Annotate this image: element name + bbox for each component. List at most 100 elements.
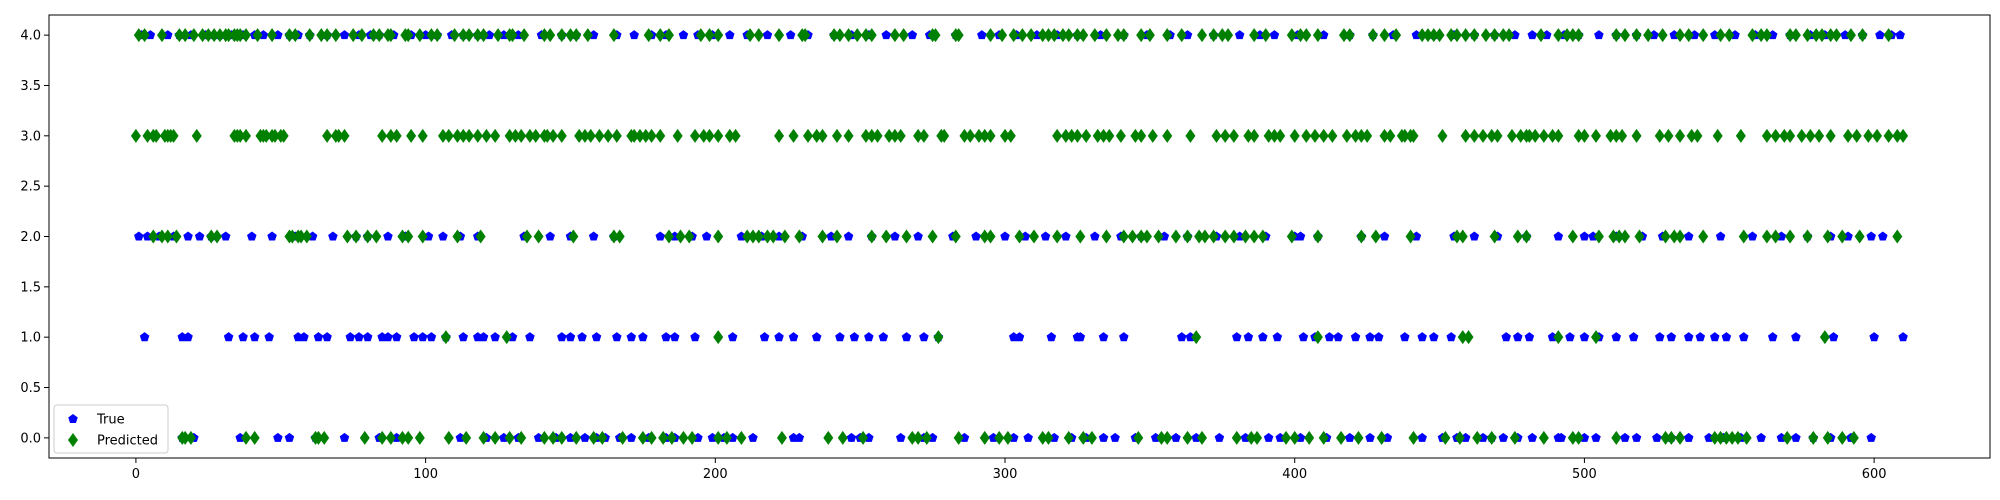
marker-true bbox=[1631, 432, 1642, 442]
marker-true bbox=[1579, 231, 1590, 241]
marker-predicted bbox=[713, 430, 724, 445]
marker-predicted bbox=[927, 229, 938, 244]
marker-true bbox=[1591, 432, 1601, 442]
marker-predicted bbox=[522, 229, 533, 244]
marker-predicted bbox=[174, 28, 185, 43]
marker-predicted bbox=[316, 28, 327, 43]
legend-marker-true bbox=[68, 414, 78, 424]
marker-true bbox=[1295, 231, 1306, 241]
marker-predicted bbox=[252, 28, 263, 43]
marker-predicted bbox=[1208, 229, 1219, 244]
marker-predicted bbox=[1709, 430, 1720, 445]
marker-predicted bbox=[296, 229, 307, 244]
marker-predicted bbox=[889, 28, 900, 43]
marker-predicted bbox=[811, 128, 822, 143]
marker-true bbox=[299, 332, 309, 342]
marker-true bbox=[1501, 332, 1511, 342]
marker-predicted bbox=[1118, 229, 1129, 244]
marker-true bbox=[588, 231, 599, 241]
marker-predicted bbox=[1811, 28, 1822, 43]
marker-true bbox=[580, 432, 590, 442]
marker-predicted bbox=[1147, 128, 1158, 143]
marker-predicted bbox=[1104, 128, 1115, 143]
marker-predicted bbox=[1098, 128, 1109, 143]
marker-predicted bbox=[1538, 128, 1549, 143]
marker-predicted bbox=[1611, 28, 1622, 43]
marker-predicted bbox=[1579, 128, 1590, 143]
marker-predicted bbox=[1779, 128, 1790, 143]
marker-true bbox=[1400, 332, 1410, 342]
marker-predicted bbox=[603, 128, 614, 143]
marker-predicted bbox=[724, 128, 735, 143]
marker-predicted bbox=[1072, 128, 1083, 143]
marker-true bbox=[1272, 332, 1283, 342]
marker-predicted bbox=[284, 28, 295, 43]
legend-marker-predicted bbox=[68, 433, 78, 447]
marker-predicted bbox=[585, 128, 596, 143]
marker-true bbox=[458, 332, 469, 342]
marker-predicted bbox=[1567, 28, 1578, 43]
marker-predicted bbox=[359, 430, 370, 445]
marker-true bbox=[901, 332, 912, 342]
marker-predicted bbox=[1223, 28, 1234, 43]
marker-predicted bbox=[1399, 128, 1410, 143]
marker-predicted bbox=[571, 28, 582, 43]
marker-true bbox=[1683, 432, 1694, 442]
marker-predicted bbox=[1591, 128, 1602, 143]
marker-true bbox=[1110, 432, 1120, 442]
marker-predicted bbox=[1144, 28, 1155, 43]
marker-predicted bbox=[1338, 28, 1349, 43]
marker-predicted bbox=[1872, 128, 1883, 143]
marker-predicted bbox=[397, 430, 408, 445]
marker-true bbox=[354, 332, 364, 342]
marker-predicted bbox=[1066, 128, 1077, 143]
marker-predicted bbox=[565, 28, 576, 43]
marker-predicted bbox=[1318, 128, 1329, 143]
marker-true bbox=[284, 432, 295, 442]
marker-predicted bbox=[1883, 28, 1894, 43]
marker-predicted bbox=[556, 28, 567, 43]
marker-true bbox=[878, 332, 889, 342]
marker-predicted bbox=[501, 330, 512, 345]
marker-predicted bbox=[1837, 229, 1848, 244]
marker-true bbox=[391, 332, 402, 342]
marker-predicted bbox=[918, 128, 929, 143]
marker-true bbox=[1298, 332, 1309, 342]
marker-predicted bbox=[1469, 128, 1480, 143]
marker-predicted bbox=[860, 128, 871, 143]
marker-true bbox=[774, 332, 784, 342]
marker-true bbox=[545, 231, 555, 241]
marker-predicted bbox=[1854, 229, 1865, 244]
marker-predicted bbox=[1257, 229, 1268, 244]
marker-true bbox=[1791, 432, 1801, 442]
marker-predicted bbox=[139, 28, 150, 43]
marker-predicted bbox=[1078, 28, 1089, 43]
marker-predicted bbox=[1593, 229, 1604, 244]
marker-predicted bbox=[542, 128, 553, 143]
marker-predicted bbox=[1081, 128, 1092, 143]
marker-predicted bbox=[695, 28, 706, 43]
marker-predicted bbox=[803, 128, 814, 143]
marker-predicted bbox=[985, 28, 996, 43]
marker-true bbox=[1090, 231, 1100, 241]
marker-predicted bbox=[1162, 430, 1173, 445]
marker-true bbox=[223, 332, 234, 342]
marker-true bbox=[557, 332, 567, 342]
marker-predicted bbox=[342, 229, 353, 244]
marker-true bbox=[1683, 332, 1694, 342]
x-tick-label: 600 bbox=[1862, 467, 1887, 482]
marker-predicted bbox=[1663, 128, 1674, 143]
marker-predicted bbox=[1721, 430, 1732, 445]
marker-true bbox=[864, 332, 874, 342]
marker-predicted bbox=[1498, 28, 1509, 43]
marker-predicted bbox=[437, 128, 448, 143]
marker-predicted bbox=[866, 28, 877, 43]
marker-predicted bbox=[1422, 28, 1433, 43]
marker-predicted bbox=[1489, 28, 1500, 43]
marker-predicted bbox=[921, 430, 932, 445]
marker-predicted bbox=[1408, 430, 1419, 445]
marker-predicted bbox=[440, 330, 451, 345]
marker-predicted bbox=[1008, 28, 1019, 43]
marker-predicted bbox=[1286, 229, 1297, 244]
marker-predicted bbox=[776, 430, 787, 445]
